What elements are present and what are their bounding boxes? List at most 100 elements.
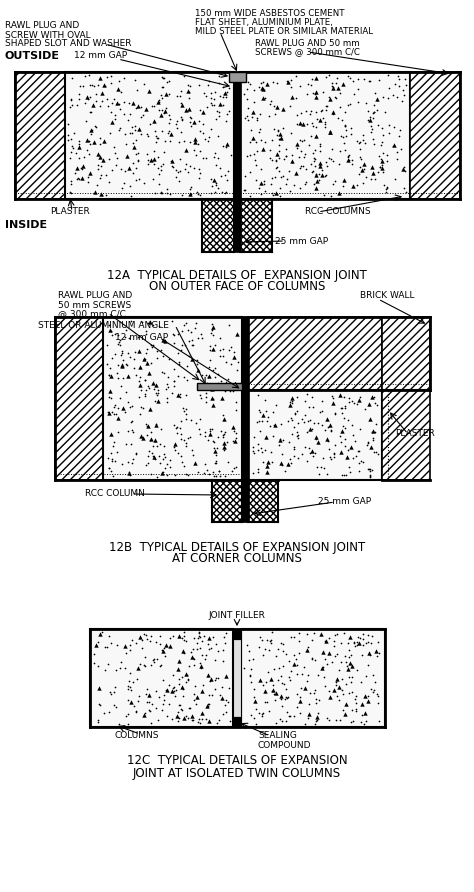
- Point: [137, 429, 145, 443]
- Point: [163, 376, 171, 391]
- Point: [122, 437, 129, 451]
- Point: [215, 464, 223, 478]
- Point: [374, 634, 382, 648]
- Point: [192, 316, 200, 330]
- Point: [349, 714, 356, 728]
- Point: [312, 85, 319, 99]
- Point: [150, 653, 157, 667]
- Text: ON OUTER FACE OF COLUMNS: ON OUTER FACE OF COLUMNS: [149, 280, 325, 293]
- Point: [364, 436, 372, 450]
- Point: [135, 330, 142, 344]
- Point: [352, 696, 360, 710]
- Point: [118, 344, 125, 359]
- Point: [241, 111, 248, 125]
- Point: [147, 630, 155, 644]
- Point: [126, 401, 134, 415]
- Point: [256, 405, 264, 419]
- Point: [107, 127, 114, 141]
- Point: [314, 668, 321, 682]
- Point: [325, 646, 333, 660]
- Point: [212, 178, 220, 193]
- Point: [208, 317, 215, 331]
- Point: [374, 91, 381, 105]
- Point: [286, 435, 293, 450]
- Point: [358, 162, 365, 177]
- Point: [256, 122, 264, 136]
- Point: [370, 390, 378, 404]
- Point: [261, 184, 269, 198]
- Point: [143, 342, 150, 356]
- Point: [147, 658, 155, 673]
- Point: [113, 366, 121, 380]
- Point: [81, 69, 89, 83]
- Point: [326, 631, 333, 645]
- Point: [133, 101, 140, 115]
- Point: [265, 704, 273, 718]
- Point: [176, 421, 184, 435]
- Point: [369, 685, 376, 699]
- Point: [91, 119, 99, 133]
- Point: [211, 444, 219, 458]
- Point: [254, 144, 261, 158]
- Point: [374, 690, 382, 704]
- Point: [336, 100, 344, 114]
- Point: [277, 170, 284, 185]
- Point: [346, 394, 353, 409]
- Point: [102, 187, 110, 202]
- Point: [234, 355, 241, 369]
- Point: [296, 181, 304, 195]
- Point: [244, 149, 251, 163]
- Point: [276, 434, 284, 448]
- Point: [153, 388, 161, 402]
- Point: [127, 416, 134, 430]
- Point: [267, 94, 275, 108]
- Point: [304, 711, 312, 725]
- Point: [280, 677, 288, 691]
- Point: [326, 124, 334, 138]
- Point: [129, 166, 137, 180]
- Point: [153, 700, 160, 714]
- Point: [349, 74, 356, 88]
- Point: [263, 465, 270, 479]
- Point: [232, 431, 240, 445]
- Point: [293, 108, 301, 122]
- Point: [259, 708, 266, 723]
- Point: [278, 692, 285, 706]
- Point: [219, 349, 227, 363]
- Point: [190, 631, 197, 645]
- Point: [220, 427, 228, 442]
- Point: [314, 416, 321, 430]
- Point: [220, 440, 228, 454]
- Text: JOINT AT ISOLATED TWIN COLUMNS: JOINT AT ISOLATED TWIN COLUMNS: [133, 766, 341, 780]
- Point: [219, 79, 226, 94]
- Point: [396, 129, 403, 144]
- Point: [390, 139, 397, 153]
- Point: [371, 682, 378, 697]
- Point: [103, 70, 111, 84]
- Point: [148, 99, 156, 113]
- Point: [154, 394, 162, 409]
- Point: [162, 638, 170, 652]
- Point: [207, 343, 214, 357]
- Point: [86, 166, 94, 180]
- Point: [190, 161, 198, 176]
- Point: [191, 115, 198, 129]
- Point: [275, 151, 283, 165]
- Point: [132, 172, 139, 186]
- Point: [366, 469, 374, 483]
- Point: [180, 625, 187, 640]
- Point: [259, 142, 267, 156]
- Point: [337, 656, 345, 670]
- Point: [185, 91, 193, 105]
- Point: [268, 625, 276, 640]
- Point: [372, 674, 379, 689]
- Point: [193, 690, 201, 705]
- Point: [366, 464, 374, 478]
- Point: [229, 384, 237, 398]
- Point: [112, 158, 119, 172]
- Point: [196, 187, 203, 202]
- Point: [210, 328, 217, 343]
- Point: [80, 150, 88, 164]
- Point: [132, 446, 140, 460]
- Point: [296, 161, 304, 175]
